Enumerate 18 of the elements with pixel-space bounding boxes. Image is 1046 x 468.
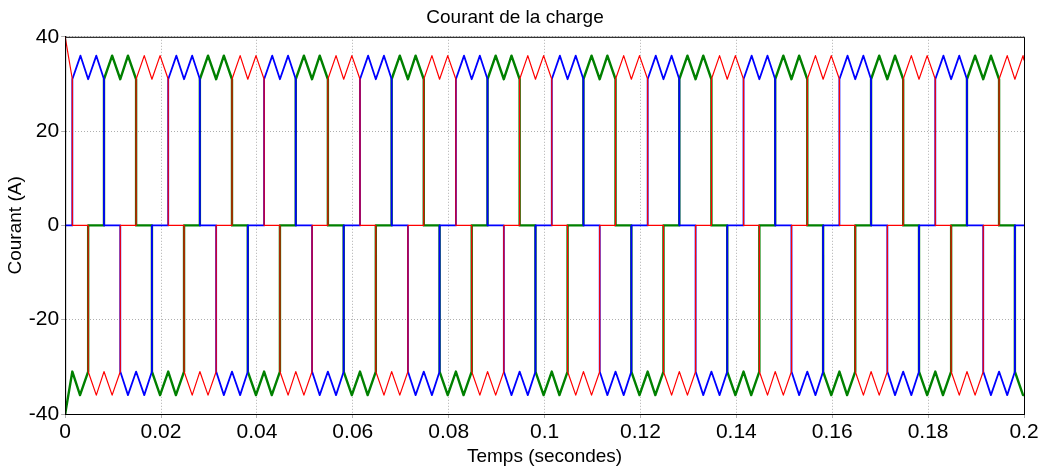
y-tick-label: 40 [35, 23, 60, 47]
x-tick-label: 0.1 [529, 419, 560, 443]
x-tick-label: 0.12 [620, 419, 661, 443]
x-tick-label: 0.2 [1009, 419, 1039, 443]
y-axis-title: Courant (A) [3, 176, 25, 275]
x-tick-label: 0.14 [715, 419, 758, 443]
x-tick-label: 0.02 [140, 419, 182, 443]
x-tick-label: 0.06 [332, 419, 374, 443]
x-tick-label: 0.16 [811, 419, 853, 443]
y-tick-label: -40 [28, 400, 60, 424]
y-tick-label: 0 [47, 212, 60, 236]
y-tick-label: 20 [35, 117, 60, 141]
y-tick-label: -20 [28, 306, 60, 330]
x-axis-title: Temps (secondes) [466, 444, 623, 466]
x-tick-label: 0.18 [907, 419, 949, 443]
x-tick-label: 0.04 [236, 419, 278, 443]
chart-title: Courant de la charge [426, 5, 604, 27]
x-tick-label: 0.08 [428, 419, 470, 443]
